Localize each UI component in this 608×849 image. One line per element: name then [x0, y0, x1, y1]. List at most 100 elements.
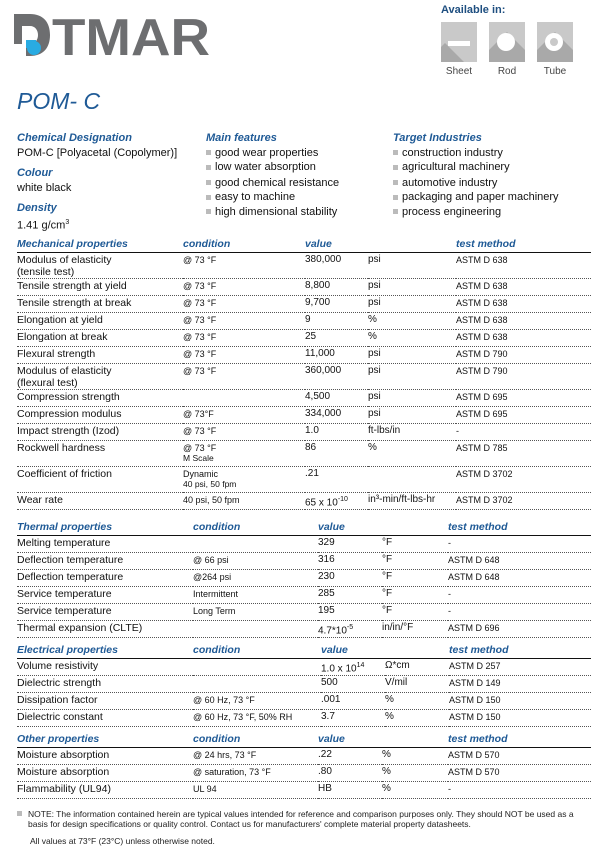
value-text: 9: [305, 314, 311, 325]
condition: Long Term: [193, 603, 318, 621]
property-name: Elongation at break: [17, 329, 183, 347]
condition: Dynamic 40 psi, 50 fpm: [183, 466, 305, 493]
test-method: ASTM D 790: [456, 363, 591, 390]
condition-text: Intermittent: [193, 589, 239, 599]
value-header: value: [321, 643, 385, 659]
method-header: test method: [456, 237, 591, 253]
condition: @ 60 Hz, 73 °F, 50% RH: [193, 709, 321, 728]
properties-table-other: Other properties condition value test metho…: [17, 732, 591, 799]
property-label: Dissipation factor: [17, 694, 98, 707]
property-name: Wear rate: [17, 492, 183, 511]
value-header: value: [318, 520, 382, 536]
value-text: .22: [318, 749, 332, 760]
unit: psi: [368, 389, 456, 407]
unit: °F: [382, 569, 448, 587]
unit-header: [382, 732, 448, 748]
value-text: 8,800: [305, 280, 331, 291]
table-row: Tensile strength at yield @ 73 °F 8,800 psi…: [17, 278, 591, 296]
value: HB: [318, 781, 382, 799]
value-text: .001: [321, 694, 341, 706]
unit: psi: [368, 363, 456, 390]
condition-text: @264 psi: [193, 572, 232, 582]
value: 4,500: [305, 389, 368, 407]
value: 1.0 x 1014: [321, 658, 385, 677]
table-row: Wear rate 40 psi, 50 fpm 65 x 10-10 in³-min…: [17, 492, 591, 511]
condition-text: @ 73 °F: [183, 349, 217, 359]
test-method: ASTM D 150: [449, 692, 591, 711]
feature-item-label: easy to machine: [215, 191, 296, 203]
unit: %: [382, 747, 448, 765]
form-label: Tube: [543, 66, 567, 77]
sheet-icon: [448, 41, 470, 46]
value-text: 86: [305, 442, 317, 453]
table-header: Mechanical properties condition value test …: [17, 237, 591, 253]
value: .001: [321, 692, 385, 711]
value-text: 1.0 x 10: [321, 663, 357, 675]
property-name: Flammability (UL94): [17, 781, 193, 799]
value-text: 380,000: [305, 254, 342, 265]
target-industries: Target Industries construction industry a…: [393, 131, 559, 219]
feature-item: good chemical resistance: [206, 176, 339, 191]
bullet-icon: [206, 164, 211, 170]
value-header: value: [318, 732, 382, 748]
condition: @ 60 Hz, 73 °F: [193, 692, 321, 711]
test-method: ASTM D 695: [456, 389, 591, 407]
property-label: Impact strength (Izod): [17, 425, 120, 437]
unit: ft-lbs/in: [368, 423, 456, 441]
feature-item: low water absorption: [206, 160, 339, 175]
table-row: Melting temperature 329 °F -: [17, 535, 591, 553]
property-label: Compression modulus: [17, 408, 122, 420]
value: 9: [305, 312, 368, 330]
unit-header: [385, 643, 449, 659]
property-label: Moisture absorption: [17, 749, 110, 761]
condition: [193, 675, 321, 694]
table-row: Service temperature Long Term 195 °F -: [17, 603, 591, 621]
dtmar-logo: TMAR: [14, 14, 210, 56]
property-name: Dielectric constant: [17, 709, 193, 728]
property-label: Flexural strength: [17, 348, 96, 360]
unit: %: [382, 781, 448, 799]
property-name: Melting temperature: [17, 535, 193, 553]
bullet-icon: [393, 194, 398, 200]
properties-table-thermal: Thermal properties condition value test met…: [17, 520, 591, 639]
unit: [368, 466, 456, 493]
unit-header: [382, 520, 448, 536]
bullet-icon: [17, 811, 22, 816]
value: 86: [305, 440, 368, 467]
property-label: Thermal expansion (CLTE): [17, 622, 143, 634]
table-row: Dissipation factor @ 60 Hz, 73 °F .001% AST…: [17, 692, 591, 711]
table-row: Deflection temperature @264 psi 230 °F ASTM …: [17, 569, 591, 587]
property-label: Elongation at yield: [17, 314, 103, 326]
value: 4.7*10-5: [318, 620, 382, 639]
unit: psi: [368, 406, 456, 424]
property-label-line2: (tensile test): [17, 266, 75, 278]
table-row: Rockwell hardness @ 73 °F M Scale 86% ASTM D…: [17, 440, 591, 467]
test-method: ASTM D 695: [456, 406, 591, 424]
table-row: Dielectric constant @ 60 Hz, 73 °F, 50% R…: [17, 709, 591, 728]
table-row: Compression strength 4,500 psi ASTM D 695: [17, 389, 591, 407]
condition-header: condition: [193, 520, 318, 536]
section-title: Other properties: [17, 732, 193, 748]
value-text: HB: [318, 783, 332, 794]
test-method: ASTM D 785: [456, 440, 591, 467]
property-label: Wear rate: [17, 494, 63, 506]
unit-header: [368, 237, 456, 253]
property-label: Flammability (UL94): [17, 783, 111, 795]
table-row: Elongation at yield @ 73 °F 9% ASTM D 638: [17, 312, 591, 330]
test-method: ASTM D 257: [449, 658, 591, 677]
bullet-icon: [393, 209, 398, 215]
rod-icon: [497, 33, 515, 51]
value: 11,000: [305, 346, 368, 364]
value-text: 285: [318, 588, 335, 599]
feature-item-label: high dimensional stability: [215, 205, 338, 218]
industry-item: agricultural machinery: [393, 160, 559, 175]
table-row: Moisture absorption @ 24 hrs, 73 °F .22% AS…: [17, 747, 591, 765]
condition: @ 73 °F: [183, 252, 305, 279]
property-name: Compression modulus: [17, 406, 183, 424]
condition: @ 73 °F: [183, 312, 305, 330]
unit: in³-min/ft-lbs-hr: [368, 492, 456, 511]
property-name: Deflection temperature: [17, 552, 193, 570]
property-label: Volume resistivity: [17, 660, 99, 672]
condition: @ 73 °F: [183, 423, 305, 441]
value-text: .80: [318, 766, 332, 777]
